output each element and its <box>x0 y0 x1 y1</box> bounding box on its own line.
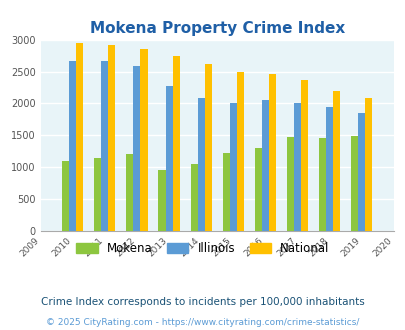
Bar <box>261 100 268 231</box>
Bar <box>325 107 333 231</box>
Bar <box>94 158 101 231</box>
Bar <box>76 44 83 231</box>
Bar <box>108 45 115 231</box>
Bar <box>133 66 140 231</box>
Bar <box>62 161 69 231</box>
Bar <box>229 103 236 231</box>
Bar <box>293 103 300 231</box>
Title: Mokena Property Crime Index: Mokena Property Crime Index <box>90 21 344 36</box>
Bar <box>165 86 172 231</box>
Bar <box>126 154 133 231</box>
Text: Crime Index corresponds to incidents per 100,000 inhabitants: Crime Index corresponds to incidents per… <box>41 297 364 307</box>
Text: © 2025 CityRating.com - https://www.cityrating.com/crime-statistics/: © 2025 CityRating.com - https://www.city… <box>46 318 359 327</box>
Bar <box>140 49 147 231</box>
Bar <box>254 148 261 231</box>
Bar <box>364 98 371 231</box>
Bar <box>101 61 108 231</box>
Bar <box>357 113 364 231</box>
Bar <box>268 74 275 231</box>
Bar <box>300 81 307 231</box>
Bar <box>333 91 339 231</box>
Bar <box>158 170 165 231</box>
Bar <box>222 153 229 231</box>
Legend: Mokena, Illinois, National: Mokena, Illinois, National <box>72 237 333 260</box>
Bar <box>204 64 211 231</box>
Bar <box>190 164 197 231</box>
Bar <box>350 136 357 231</box>
Bar <box>236 72 243 231</box>
Bar <box>172 56 179 231</box>
Bar <box>197 98 204 231</box>
Bar <box>286 137 293 231</box>
Bar <box>318 138 325 231</box>
Bar <box>69 61 76 231</box>
